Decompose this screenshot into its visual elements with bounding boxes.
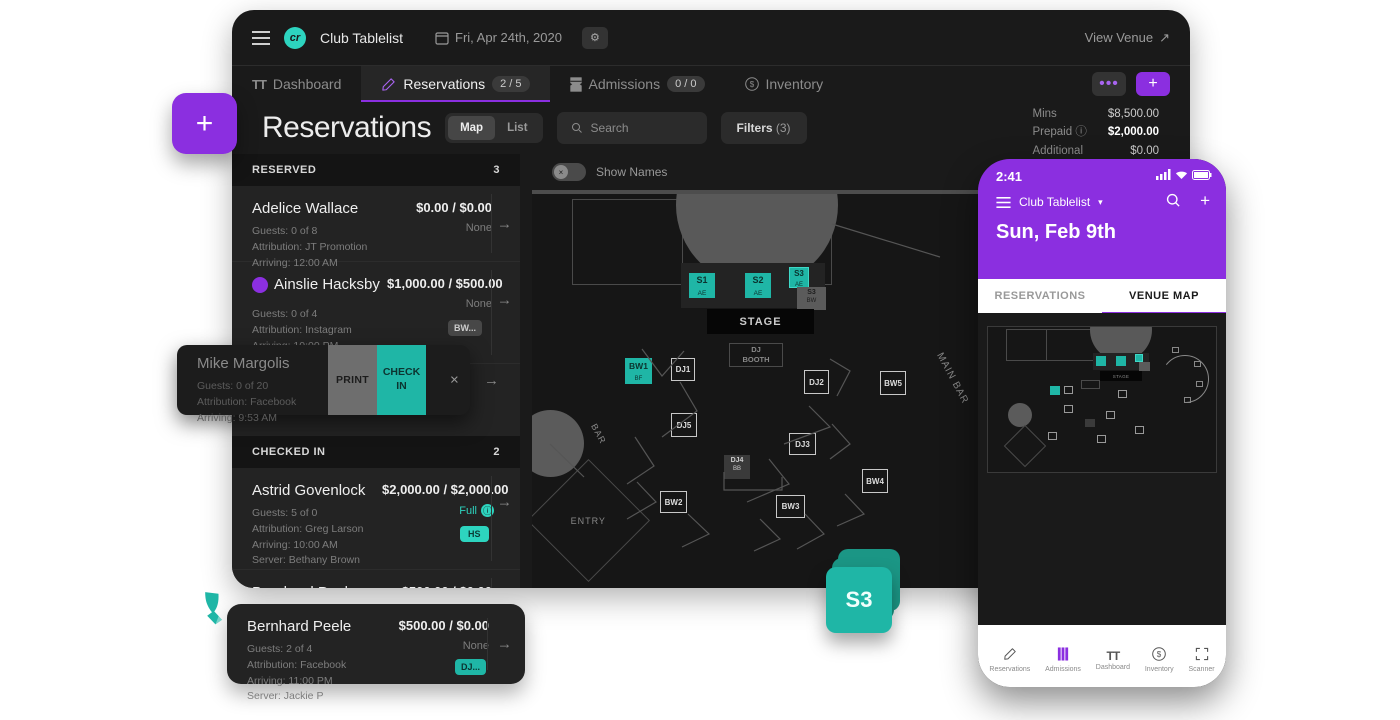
svg-text:$: $ (749, 80, 754, 89)
svg-text:$: $ (1157, 650, 1162, 659)
